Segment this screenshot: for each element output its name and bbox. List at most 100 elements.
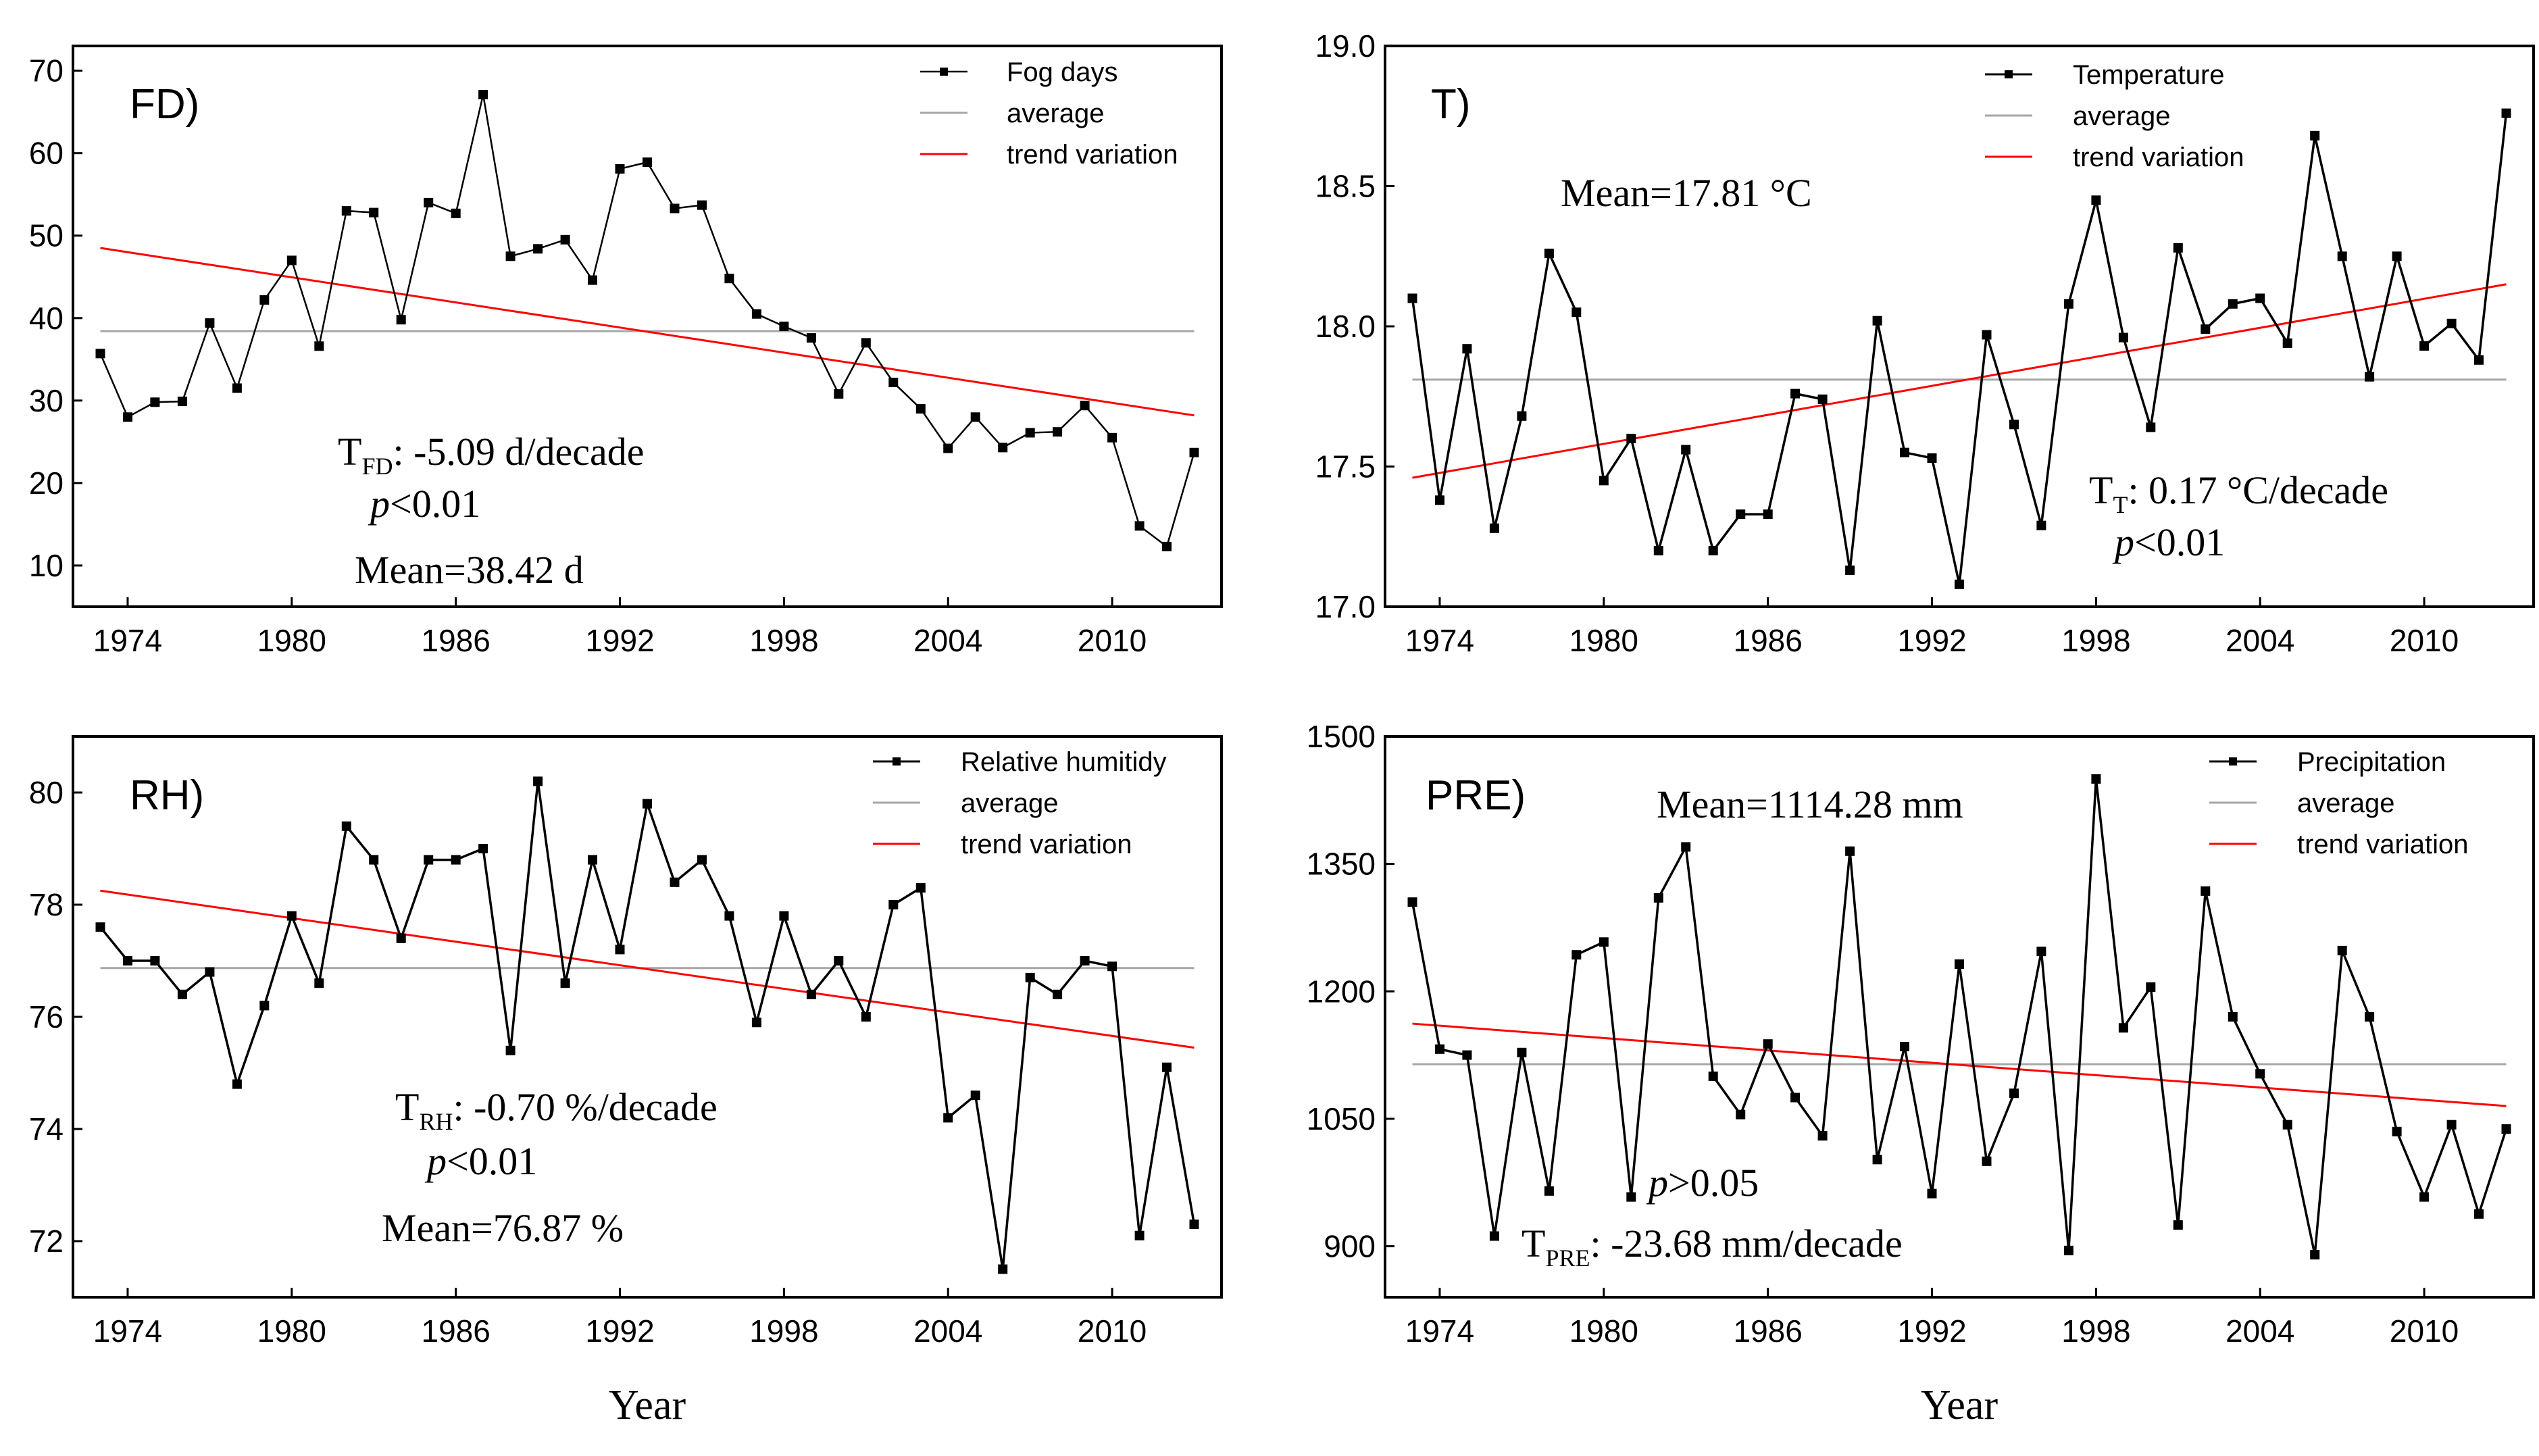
data-point <box>2173 1220 2183 1230</box>
data-point <box>1080 401 1090 411</box>
legend-trend-label: trend variation <box>2297 830 2468 859</box>
data-point <box>615 945 625 955</box>
data-point <box>505 1045 516 1055</box>
legend: Precipitation average trend variation <box>2209 747 2468 859</box>
data-point <box>1900 447 1909 457</box>
data-point <box>424 855 434 865</box>
data-point <box>2173 243 2183 253</box>
data-point <box>1626 434 1636 443</box>
data-point <box>943 1113 953 1123</box>
x-axis-title-right: Year <box>1921 1382 1998 1428</box>
x-tick-label: 1974 <box>1405 623 1474 658</box>
mean-annotation: Mean=38.42 d <box>355 548 584 592</box>
data-point <box>2118 1023 2128 1033</box>
data-point <box>424 197 434 207</box>
data-point <box>2282 1120 2292 1130</box>
data-point <box>670 877 680 887</box>
y-tick-label: 78 <box>29 887 64 922</box>
y-tick-label: 19.0 <box>1315 28 1376 64</box>
x-tick-label: 1980 <box>257 623 326 658</box>
data-point <box>1872 316 1882 326</box>
data-point <box>888 378 899 387</box>
y-tick-label: 70 <box>29 53 64 89</box>
data-point <box>2228 299 2238 309</box>
x-axis-ticks: 1974 1980 1986 1992 1998 2004 2010 <box>1405 597 2459 658</box>
x-tick-label: 1992 <box>585 1313 654 1349</box>
y-tick-label: 80 <box>29 775 64 810</box>
legend-trend-label: trend variation <box>1007 140 1178 170</box>
x-tick-label: 1986 <box>1733 623 1802 658</box>
data-point <box>560 234 570 245</box>
y-tick-label: 76 <box>29 999 64 1034</box>
data-point <box>341 206 351 216</box>
data-point <box>1599 476 1609 486</box>
legend-series-marker <box>893 757 901 765</box>
y-tick-label: 74 <box>29 1111 64 1147</box>
data-point <box>150 956 160 965</box>
data-point <box>615 164 625 174</box>
data-point <box>1736 509 1746 520</box>
data-point <box>123 412 132 422</box>
y-tick-label: 18.5 <box>1315 169 1376 204</box>
x-tick-label: 2010 <box>2390 623 2459 658</box>
data-point <box>451 208 461 218</box>
data-point <box>861 338 871 348</box>
data-point <box>751 309 761 319</box>
data-point <box>1763 1039 1773 1049</box>
x-tick-label: 1998 <box>749 623 818 658</box>
data-point <box>724 911 734 921</box>
x-tick-label: 1974 <box>93 1313 162 1349</box>
data-point <box>314 341 324 351</box>
mean-annotation: Mean=17.81 °C <box>1561 171 1812 215</box>
x-axis-ticks: 1974 1980 1986 1992 1998 2004 2010 <box>93 597 1147 658</box>
data-point <box>95 922 105 932</box>
x-tick-label: 1974 <box>93 623 162 658</box>
data-point <box>560 978 570 988</box>
data-point <box>2446 1120 2457 1130</box>
chart-temperature: 1974 1980 1986 1992 1998 2004 2010 17.0 17.5 18.… <box>1315 28 2535 658</box>
data-point <box>2365 1012 2375 1022</box>
x-axis-title-left: Year <box>609 1382 686 1428</box>
data-point <box>1189 1220 1199 1230</box>
panel-label: FD) <box>130 81 199 128</box>
data-point <box>123 956 132 965</box>
trend-annotation: TFD: -5.09 d/decade <box>338 430 644 480</box>
data-point <box>1134 1230 1145 1240</box>
x-tick-label: 1992 <box>1897 623 1966 658</box>
p-value-annotation: p<0.01 <box>368 482 480 526</box>
data-point <box>861 1012 871 1022</box>
data-point <box>2310 1250 2320 1260</box>
data-point <box>1736 1109 1746 1120</box>
y-tick-label: 17.0 <box>1315 589 1376 624</box>
data-point <box>2419 341 2430 351</box>
data-point <box>1162 1062 1172 1072</box>
data-point <box>1955 959 1964 969</box>
series-markers <box>1407 108 2511 589</box>
data-point <box>2337 945 2347 955</box>
y-tick-label: 72 <box>29 1224 64 1259</box>
x-tick-label: 1998 <box>2061 623 2130 658</box>
data-point <box>1572 950 1582 960</box>
x-tick-label: 2004 <box>2226 1313 2294 1349</box>
data-point <box>2091 195 2101 205</box>
legend-trend-label: trend variation <box>961 830 1132 859</box>
data-point <box>2365 372 2375 382</box>
data-point <box>505 251 516 261</box>
data-point <box>177 989 187 999</box>
data-point <box>779 911 789 921</box>
data-point <box>1955 579 1964 589</box>
panel-label: T) <box>1431 81 1471 128</box>
data-point <box>396 933 406 943</box>
data-point <box>724 274 734 284</box>
data-point <box>2419 1192 2430 1202</box>
data-point <box>1489 523 1499 533</box>
legend-series-marker <box>940 68 948 76</box>
data-point <box>2091 774 2101 784</box>
x-tick-label: 1992 <box>1897 1313 1966 1349</box>
y-axis-ticks: 17.0 17.5 18.0 18.5 19.0 <box>1315 28 1394 624</box>
x-axis-ticks: 1974 1980 1986 1992 1998 2004 2010 <box>1405 1288 2459 1349</box>
data-point <box>2036 947 2046 957</box>
data-point <box>2337 251 2347 261</box>
x-tick-label: 1986 <box>421 623 490 658</box>
data-point <box>834 389 844 399</box>
